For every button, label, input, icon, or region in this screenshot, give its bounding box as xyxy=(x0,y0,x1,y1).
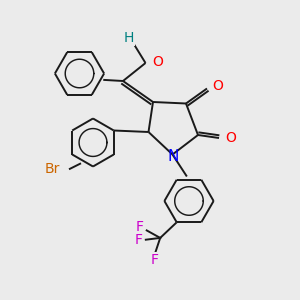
Text: Br: Br xyxy=(45,162,60,176)
Text: O: O xyxy=(226,131,236,145)
Text: H: H xyxy=(124,31,134,45)
Text: N: N xyxy=(168,149,179,164)
Text: O: O xyxy=(212,79,223,93)
Text: O: O xyxy=(152,56,163,69)
Text: F: F xyxy=(136,220,144,234)
Text: F: F xyxy=(151,253,159,267)
Text: F: F xyxy=(135,233,142,247)
